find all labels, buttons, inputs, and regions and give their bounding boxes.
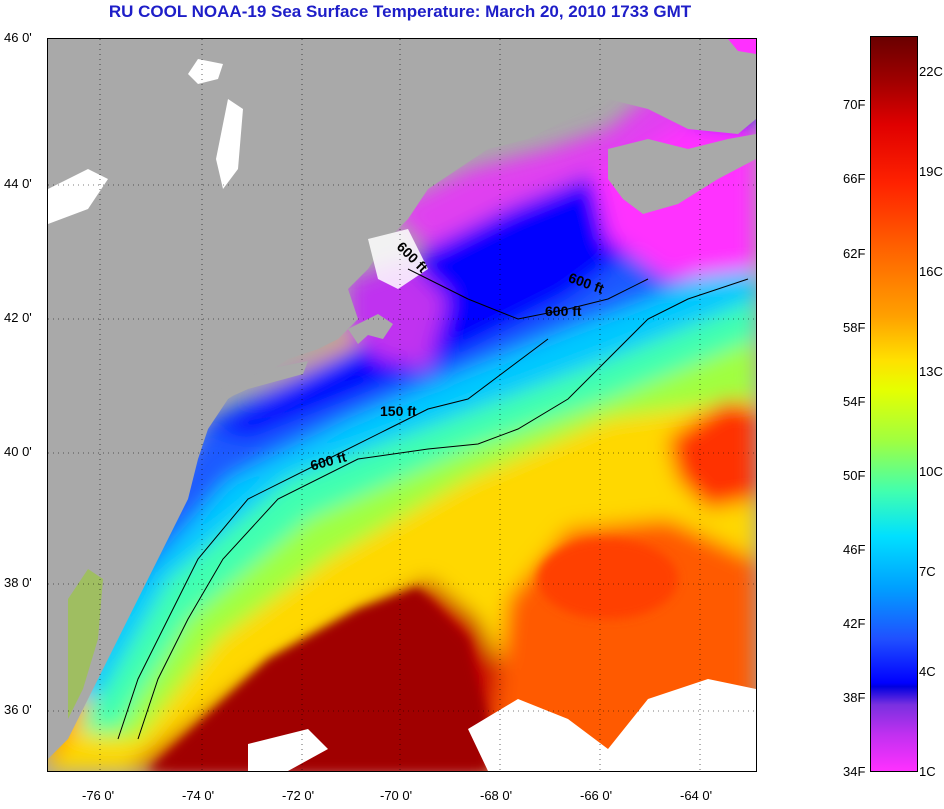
lat-tick: 40 0' [4,444,32,459]
contour-label: 150 ft [380,403,417,419]
temperature-colorbar [870,36,918,772]
colorbar-label-f: 54F [843,394,866,409]
lat-tick: 38 0' [4,575,32,590]
colorbar-label-f: 58F [843,320,866,335]
colorbar-label-f: 50F [843,468,866,483]
sst-map[interactable]: 600 ft 600 ft 600 ft 150 ft 600 ft [47,38,757,772]
colorbar-label-f: 38F [843,690,866,705]
colorbar-label-c: 16C [919,264,943,279]
colorbar-label-f: 62F [843,246,866,261]
colorbar-label-f: 42F [843,616,866,631]
lon-tick: -74 0' [182,788,215,803]
lat-tick: 42 0' [4,310,32,325]
lat-tick: 46 0' [4,30,32,45]
lat-tick: 36 0' [4,702,32,717]
lon-tick: -70 0' [380,788,413,803]
colorbar-label-c: 4C [919,664,936,679]
colorbar-label-c: 22C [919,64,943,79]
colorbar-label-c: 1C [919,764,936,779]
lon-tick: -64 0' [680,788,713,803]
colorbar-label-f: 66F [843,171,866,186]
contour-label: 600 ft [545,303,582,319]
sst-map-graphic [48,39,756,771]
colorbar-label-c: 13C [919,364,943,379]
colorbar-label-c: 19C [919,164,943,179]
lon-tick: -66 0' [580,788,613,803]
colorbar-label-c: 7C [919,564,936,579]
colorbar-label-f: 34F [843,764,866,779]
lat-tick: 44 0' [4,176,32,191]
colorbar-label-c: 10C [919,464,943,479]
lon-tick: -68 0' [480,788,513,803]
colorbar-label-f: 70F [843,97,866,112]
colorbar-label-f: 46F [843,542,866,557]
lon-tick: -76 0' [82,788,115,803]
map-title: RU COOL NOAA-19 Sea Surface Temperature:… [108,2,692,21]
lon-tick: -72 0' [282,788,315,803]
